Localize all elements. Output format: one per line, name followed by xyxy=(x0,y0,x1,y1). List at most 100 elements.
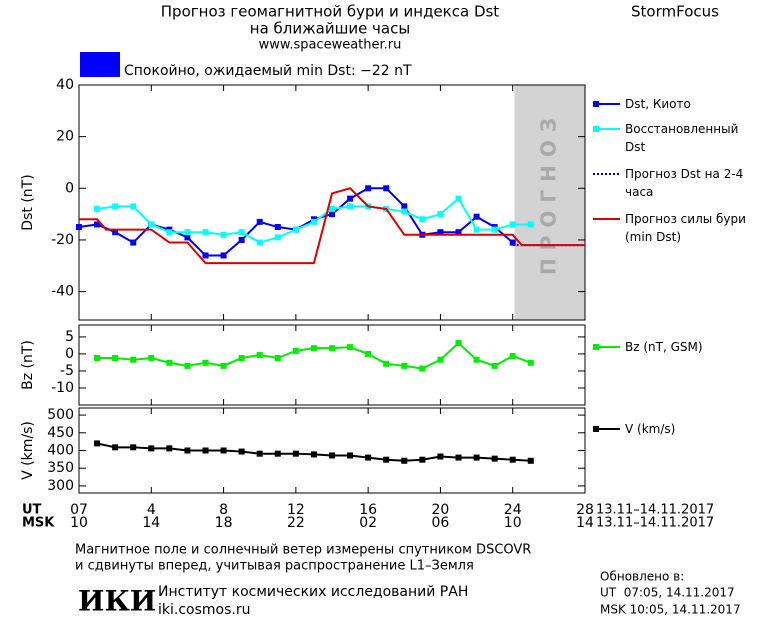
y-tick-label: 0 xyxy=(65,346,74,362)
point xyxy=(473,356,480,363)
point xyxy=(383,360,390,367)
point xyxy=(383,185,390,192)
footer-note: и сдвинуты вперед, учитывая распростране… xyxy=(75,559,474,574)
point xyxy=(238,236,245,243)
legend-entry: Прогноз силы бури (min Dst) xyxy=(625,212,746,244)
point xyxy=(401,362,408,369)
point xyxy=(437,356,444,363)
point xyxy=(347,203,354,210)
forecast-label: ПРОГНОЗ xyxy=(536,110,560,275)
point xyxy=(166,445,173,452)
y-tick-label: 0 xyxy=(65,180,74,196)
legend-swatch xyxy=(593,126,599,132)
point xyxy=(455,229,462,236)
x-tick-label: 02 xyxy=(359,515,377,531)
x-tick-label: 14 xyxy=(142,515,160,531)
point xyxy=(274,450,281,457)
x-axis-label: MSK xyxy=(22,516,55,531)
point xyxy=(509,221,516,228)
legend-swatch xyxy=(593,426,599,432)
updated-msk: MSK 10:05, 14.11.2017 xyxy=(600,603,741,617)
point xyxy=(148,355,155,362)
point xyxy=(310,345,317,352)
y-tick-label: 5 xyxy=(65,329,74,345)
point xyxy=(473,454,480,461)
y-tick-label: 400 xyxy=(47,443,74,459)
y-axis-label: V (km/s) xyxy=(20,421,36,480)
point xyxy=(509,239,516,246)
y-tick-label: 350 xyxy=(47,460,74,476)
point xyxy=(256,239,263,246)
point xyxy=(238,355,245,362)
x-tick-label: 28 xyxy=(576,502,594,518)
updated-ut: UT 07:05, 14.11.2017 xyxy=(600,586,735,600)
status: Спокойно, ожидаемый min Dst: −22 nT xyxy=(124,63,412,79)
legend-entry: Восстановленный Dst xyxy=(625,122,739,154)
point xyxy=(509,352,516,359)
point xyxy=(292,347,299,354)
point xyxy=(220,231,227,238)
x-tick-label: 10 xyxy=(504,515,522,531)
point xyxy=(455,195,462,202)
x-axis-date: 13.11–14.11.2017 xyxy=(596,516,714,531)
point xyxy=(473,213,480,220)
point xyxy=(437,453,444,460)
point xyxy=(130,203,137,210)
point xyxy=(329,345,335,352)
x-tick-label: 4 xyxy=(147,502,156,518)
updated-label: Обновлено в: xyxy=(600,570,684,584)
point xyxy=(401,457,408,464)
panel-frame xyxy=(78,324,586,406)
point xyxy=(509,456,516,463)
point xyxy=(166,359,173,366)
point xyxy=(202,229,209,236)
y-tick-label: -5 xyxy=(60,363,74,379)
point xyxy=(184,229,191,236)
point xyxy=(365,454,372,461)
y-tick-label: -10 xyxy=(51,380,74,396)
legend-entry: Bz (nT, GSM) xyxy=(625,340,703,354)
legend-entry: V (km/s) xyxy=(625,422,676,436)
point xyxy=(419,365,426,372)
title: Прогноз геомагнитной бури и индекса Dst xyxy=(161,3,500,21)
point xyxy=(527,457,534,464)
point xyxy=(292,226,299,233)
point xyxy=(310,218,317,225)
point xyxy=(148,221,155,228)
point xyxy=(166,229,173,236)
y-tick-label: 500 xyxy=(47,407,74,423)
footer-note: Магнитное поле и солнечный ветер измерен… xyxy=(75,543,531,558)
brand: StormFocus xyxy=(631,3,719,21)
point xyxy=(347,344,354,351)
point xyxy=(347,195,354,202)
point xyxy=(202,359,209,366)
x-tick-label: 16 xyxy=(359,502,377,518)
point xyxy=(202,252,209,259)
point xyxy=(437,211,444,218)
point xyxy=(76,224,82,231)
point xyxy=(184,234,191,241)
y-tick-label: 40 xyxy=(56,77,74,93)
legend-entry: Dst, Киото xyxy=(625,97,691,111)
point xyxy=(184,362,191,369)
point xyxy=(329,211,335,218)
point xyxy=(455,340,462,347)
point xyxy=(130,239,137,246)
point xyxy=(401,203,408,210)
point xyxy=(238,448,245,455)
point xyxy=(491,226,498,233)
panel-frame xyxy=(78,407,586,494)
point xyxy=(112,355,119,362)
point xyxy=(401,208,408,215)
point xyxy=(184,447,191,454)
x-tick-label: 22 xyxy=(287,515,305,531)
y-tick-label: 20 xyxy=(56,129,74,145)
url: www.spaceweather.ru xyxy=(259,38,402,53)
x-tick-label: 20 xyxy=(432,502,450,518)
y-tick-label: 300 xyxy=(47,478,74,494)
legend-swatch xyxy=(593,101,599,107)
logo: ИКИ xyxy=(78,585,156,618)
y-tick-label: -40 xyxy=(51,284,74,300)
point xyxy=(220,447,227,454)
